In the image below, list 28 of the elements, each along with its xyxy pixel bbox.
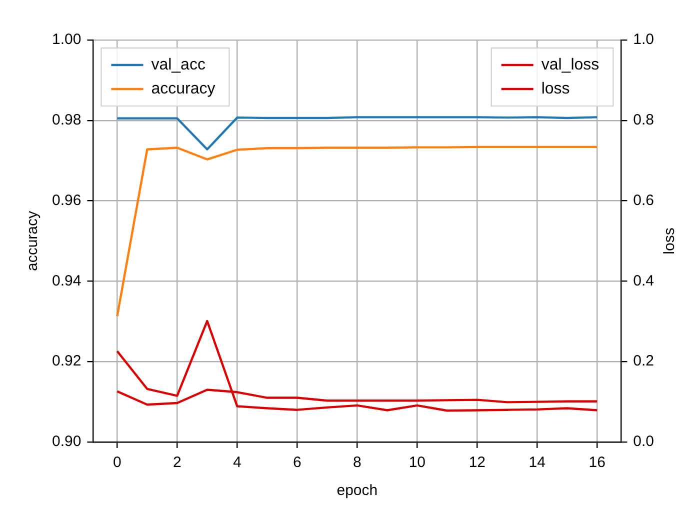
x-tick-label: 14 bbox=[528, 454, 546, 472]
y2-tick-label: 0.8 bbox=[633, 112, 654, 129]
y-tick-label: 0.96 bbox=[52, 192, 82, 209]
y2-tick-label: 0.0 bbox=[633, 433, 654, 450]
legend-label: accuracy bbox=[151, 80, 216, 98]
y2-tick-label: 0.4 bbox=[633, 272, 654, 290]
y-axis-title: accuracy bbox=[24, 210, 42, 272]
legend-label: loss bbox=[541, 80, 570, 98]
legend-label: val_loss bbox=[541, 56, 600, 74]
y2-axis-title: loss bbox=[661, 228, 678, 254]
y-tick-label: 1.00 bbox=[52, 31, 82, 48]
y2-tick-label: 0.6 bbox=[633, 192, 654, 209]
x-tick-label: 6 bbox=[293, 454, 302, 472]
x-axis-title: epoch bbox=[336, 482, 378, 500]
y-tick-label: 0.90 bbox=[52, 433, 82, 450]
x-tick-label: 4 bbox=[233, 454, 242, 472]
x-tick-label: 12 bbox=[468, 454, 486, 472]
x-tick-label: 10 bbox=[408, 454, 426, 472]
x-tick-label: 2 bbox=[173, 454, 182, 472]
legend-label: val_acc bbox=[151, 56, 206, 74]
y2-tick-label: 1.0 bbox=[633, 31, 654, 48]
x-tick-label: 8 bbox=[353, 454, 362, 472]
y2-tick-label: 0.2 bbox=[633, 352, 654, 370]
y-tick-label: 0.98 bbox=[52, 112, 82, 129]
x-tick-label: 0 bbox=[113, 454, 122, 472]
x-tick-label: 16 bbox=[588, 454, 606, 472]
y-tick-label: 0.92 bbox=[52, 352, 82, 370]
y-tick-label: 0.94 bbox=[52, 272, 82, 290]
